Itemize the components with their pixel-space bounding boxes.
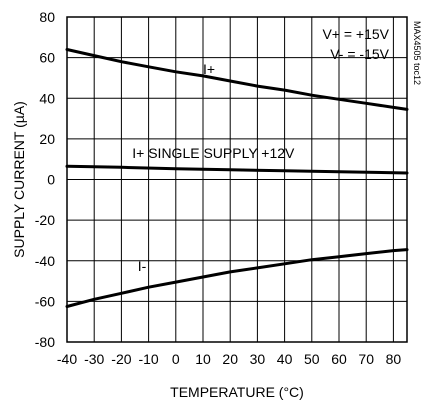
x-tick-label: -20 (111, 351, 131, 367)
x-tick-label: 20 (222, 351, 238, 367)
grid-layer (67, 17, 407, 342)
series-line-1 (65, 164, 409, 175)
y-tick-label: 0 (47, 172, 55, 188)
series-label: I- (138, 258, 147, 274)
x-tick-label: -40 (57, 351, 77, 367)
y-axis-title: SUPPLY CURRENT (µA) (11, 101, 27, 258)
figure-code: MAX4505 toc12 (412, 21, 422, 85)
y-tick-label: -20 (35, 212, 55, 228)
plot-frame (66, 16, 408, 343)
x-tick-label: 30 (250, 351, 266, 367)
y-tick-labels: 80 60 40 20 0 -20 -40 -60 -80 (35, 9, 55, 350)
y-tick-label: 80 (39, 9, 55, 25)
series-line-0 (65, 48, 409, 111)
legend-line-vplus: V+ = +15V (322, 26, 389, 42)
series-label: I+ (203, 61, 215, 77)
y-tick-label: -60 (35, 293, 55, 309)
x-tick-label: 80 (386, 351, 402, 367)
x-tick-label: 0 (172, 351, 180, 367)
x-tick-label: 70 (358, 351, 374, 367)
x-tick-label: 50 (304, 351, 320, 367)
x-tick-label: 60 (331, 351, 347, 367)
legend-line-vminus: V- = -15V (330, 46, 389, 62)
curve-layer (65, 48, 409, 308)
x-tick-label: -30 (84, 351, 104, 367)
y-tick-label: -40 (35, 253, 55, 269)
x-tick-label: 10 (195, 351, 211, 367)
x-axis-title: TEMPERATURE (°C) (170, 384, 304, 400)
series-annotations: I+ I+ SINGLE SUPPLY +12V I- (132, 61, 295, 274)
y-tick-label: 20 (39, 131, 55, 147)
x-tick-label: -10 (138, 351, 158, 367)
y-tick-label: 40 (39, 90, 55, 106)
x-tick-label: 40 (277, 351, 293, 367)
legend: V+ = +15V V- = -15V (322, 26, 389, 62)
y-tick-label: 60 (39, 50, 55, 66)
x-tick-labels: -40 -30 -20 -10 0 10 20 30 40 50 60 70 80 (57, 351, 402, 367)
y-tick-label: -80 (35, 334, 55, 350)
series-line-2 (65, 248, 409, 308)
series-label: I+ SINGLE SUPPLY +12V (132, 145, 295, 161)
